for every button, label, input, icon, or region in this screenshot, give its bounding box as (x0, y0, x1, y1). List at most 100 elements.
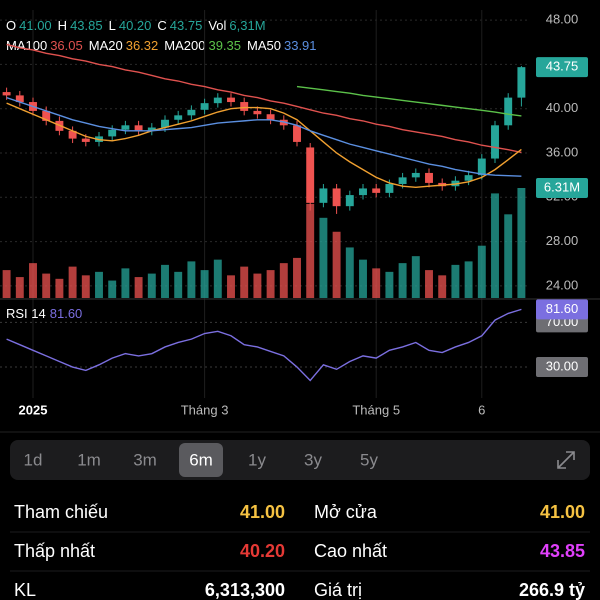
candle-body (332, 188, 341, 207)
volume-bar (411, 256, 420, 298)
timeframe-button[interactable]: 1d (24, 450, 43, 469)
volume-bar (187, 261, 196, 298)
volume-bar (306, 203, 315, 298)
timeframe-bar (10, 440, 590, 480)
volume-bar (359, 259, 367, 298)
rsi-tick-label: 30.00 (546, 358, 579, 373)
timeframe-button[interactable]: 1m (77, 450, 101, 469)
ohlc-value: 43.75 (170, 18, 203, 33)
timeframe-button[interactable]: 5y (360, 450, 378, 469)
candle-body (491, 125, 499, 159)
x-tick-label: Tháng 3 (181, 402, 229, 417)
candle-body (385, 184, 394, 193)
candle-body (359, 188, 367, 196)
stat-value: 41.00 (240, 502, 285, 522)
timeframe-label: 1y (248, 450, 266, 469)
volume-bar (266, 270, 275, 298)
ma-value: 36.32 (126, 38, 159, 53)
stat-value: 40.20 (240, 541, 285, 561)
ohlc-label: H (58, 18, 67, 33)
volume-bar (253, 273, 262, 298)
volume-bar (121, 268, 130, 298)
ohlc-label: Vol (208, 18, 226, 33)
timeframe-label: 1m (77, 450, 101, 469)
volume-tag-bg (536, 178, 588, 198)
candle-body (517, 67, 526, 98)
candle-body (345, 195, 354, 207)
volume-bar (319, 217, 328, 298)
last-price-tag-bg (536, 57, 588, 78)
ma-line (6, 102, 522, 189)
rsi-tick-bg (536, 357, 588, 378)
volume-bar (240, 266, 249, 298)
candle-body (266, 114, 275, 120)
volume-bar (42, 273, 51, 298)
last-price-tag: 43.75 (546, 59, 579, 74)
ma-value: 36.05 (50, 38, 83, 53)
candle-body (425, 172, 433, 183)
volume-bar (438, 275, 447, 298)
timeframe-label: 5y (360, 450, 378, 469)
candle-body (464, 175, 473, 181)
candle-body (134, 125, 143, 131)
ohlc-value: 40.20 (119, 18, 152, 33)
candle-body (2, 92, 11, 96)
volume-bar (161, 264, 169, 298)
candle-body (81, 138, 90, 142)
expand-arrow (557, 451, 575, 469)
stat-value: 41.00 (540, 502, 585, 522)
volume-bar (134, 277, 143, 298)
volume-bar (425, 270, 433, 298)
volume-bar (200, 270, 209, 298)
volume-bar (504, 214, 513, 298)
ma-value: 39.35 (208, 38, 241, 53)
candle-body (372, 188, 381, 193)
candle-body (319, 188, 328, 203)
y-tick-label: 28.00 (546, 233, 579, 248)
x-tick-label: 2025 (19, 402, 48, 417)
volume-bar (451, 264, 460, 298)
volume-bar (464, 261, 473, 298)
stat-label: Mở cửa (314, 502, 378, 522)
ohlc-header: O 41.00 H 43.85 L 40.20 C 43.75 Vol 6,31M (6, 18, 266, 33)
expand-icon[interactable] (557, 451, 575, 469)
volume-bar (293, 257, 301, 298)
timeframe-button[interactable]: 6m (179, 443, 223, 477)
volume-bar (2, 270, 11, 298)
ma-line (6, 96, 522, 177)
volume-bar (213, 259, 222, 298)
timeframe-button[interactable]: 3m (133, 450, 157, 469)
volume-bar (279, 263, 288, 298)
candle-body (161, 119, 169, 128)
ma-label: MA50 (247, 38, 281, 53)
volume-bar (15, 277, 24, 298)
timeframe-button[interactable]: 3y (304, 450, 322, 469)
volume-bar (517, 188, 526, 298)
stat-value: 6,313,300 (205, 580, 285, 600)
ohlc-value: 41.00 (19, 18, 52, 33)
volume-bar (95, 271, 103, 298)
ma-value: 33.91 (284, 38, 317, 53)
stat-label: Thấp nhất (14, 541, 95, 561)
volume-bar (81, 275, 90, 298)
ma-label: MA100 (6, 38, 47, 53)
candle-body (477, 158, 486, 176)
volume-bar (227, 275, 235, 298)
ohlc-value: 43.85 (70, 18, 103, 33)
timeframe-button[interactable]: 1y (248, 450, 266, 469)
timeframe-label: 6m (189, 450, 213, 469)
candle-body (147, 127, 156, 131)
stat-label: KL (14, 580, 36, 600)
candle-body (504, 97, 513, 126)
y-tick-label: 40.00 (546, 100, 579, 115)
candle-body (240, 102, 249, 111)
candle-body (174, 115, 183, 120)
candle-body (398, 177, 407, 185)
candle-body (200, 103, 209, 110)
timeframe-label: 3y (304, 450, 322, 469)
volume-bar (174, 271, 183, 298)
ohlc-label: O (6, 18, 16, 33)
volume-bar (398, 263, 407, 298)
rsi-tag-bg (536, 299, 588, 320)
